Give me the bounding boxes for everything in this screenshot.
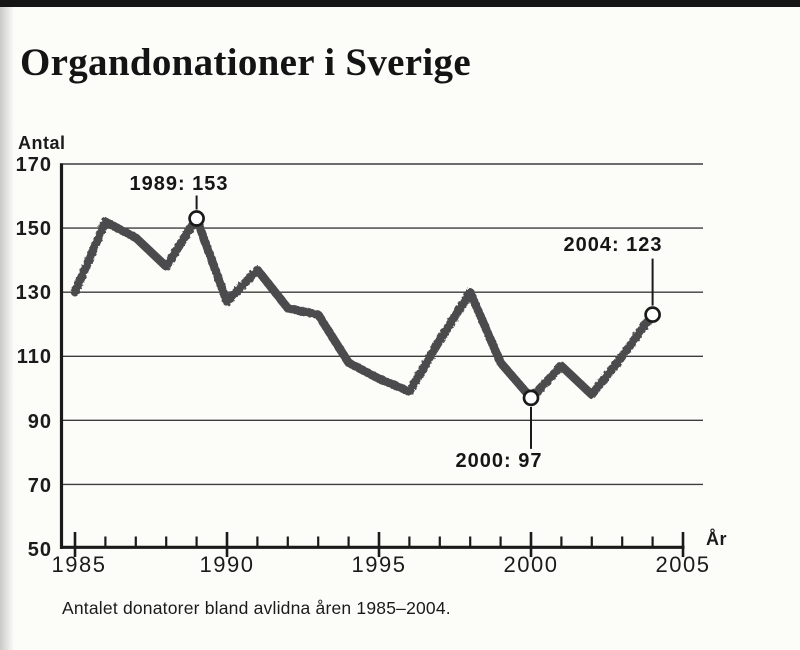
annotation-1989: 1989: 153 bbox=[129, 173, 229, 195]
data-line bbox=[70, 214, 657, 403]
x-tick-marks bbox=[73, 532, 685, 557]
page-title: Organdonationer i Sverige bbox=[20, 41, 471, 85]
x-tick-1995: 1995 bbox=[351, 552, 407, 577]
annotation-2004: 2004: 123 bbox=[563, 234, 663, 256]
x-axis-title: År bbox=[706, 529, 728, 549]
marker-1989 bbox=[188, 210, 205, 227]
y-tick-150: 150 bbox=[15, 218, 52, 240]
annotation-2000: 2000: 97 bbox=[455, 450, 543, 472]
marker-2004 bbox=[644, 306, 661, 323]
top-rule bbox=[0, 0, 800, 7]
y-tick-110: 110 bbox=[16, 346, 52, 368]
y-tick-50: 50 bbox=[27, 539, 52, 561]
y-tick-90: 90 bbox=[27, 411, 52, 433]
gridlines bbox=[60, 163, 703, 486]
y-tick-130: 130 bbox=[15, 282, 52, 304]
chart-caption: Antalet donatorer bland avlidna åren 198… bbox=[62, 598, 451, 618]
y-axis-title: Antal bbox=[18, 133, 66, 153]
x-tick-1985: 1985 bbox=[51, 552, 107, 577]
x-tick-2000: 2000 bbox=[503, 552, 559, 577]
y-tick-70: 70 bbox=[27, 475, 52, 497]
y-tick-170: 170 bbox=[15, 154, 52, 176]
marker-2000 bbox=[522, 389, 540, 407]
x-tick-1990: 1990 bbox=[199, 552, 255, 577]
x-tick-2005: 2005 bbox=[655, 552, 711, 577]
